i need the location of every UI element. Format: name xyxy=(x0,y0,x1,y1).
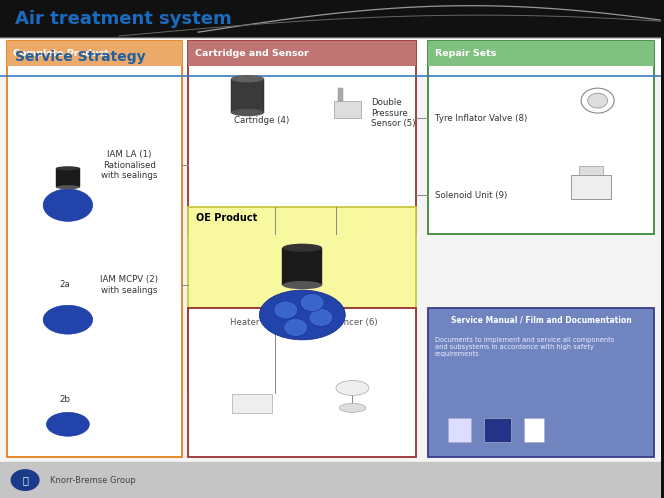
Bar xyxy=(334,101,361,118)
Text: Air treatment system: Air treatment system xyxy=(15,10,231,28)
Text: Complete Product: Complete Product xyxy=(13,49,109,58)
Bar xyxy=(428,308,654,457)
Bar xyxy=(282,248,322,285)
Text: 2b: 2b xyxy=(59,395,70,404)
Text: Cartridge and Sensor: Cartridge and Sensor xyxy=(195,49,309,58)
Ellipse shape xyxy=(231,75,264,82)
Bar xyxy=(7,41,182,457)
Ellipse shape xyxy=(46,412,90,436)
Bar xyxy=(189,41,416,234)
Text: Cartridge (4): Cartridge (4) xyxy=(234,116,289,125)
Circle shape xyxy=(300,293,324,312)
Text: OE Product: OE Product xyxy=(197,213,258,223)
Bar xyxy=(231,79,264,113)
Text: Heater (7): Heater (7) xyxy=(230,318,274,327)
Circle shape xyxy=(274,301,297,319)
Circle shape xyxy=(284,319,307,337)
Bar xyxy=(7,41,182,66)
Circle shape xyxy=(11,469,40,491)
Ellipse shape xyxy=(56,185,80,189)
Ellipse shape xyxy=(56,166,80,170)
Ellipse shape xyxy=(339,403,366,412)
Ellipse shape xyxy=(43,305,93,334)
Ellipse shape xyxy=(43,189,93,222)
Bar xyxy=(571,175,611,199)
Bar xyxy=(189,207,416,393)
Bar xyxy=(0,38,661,76)
Bar xyxy=(0,0,661,38)
Ellipse shape xyxy=(231,109,264,116)
Ellipse shape xyxy=(260,290,345,340)
Bar xyxy=(189,41,416,66)
Bar xyxy=(524,418,544,442)
Text: Silencer (6): Silencer (6) xyxy=(327,318,377,327)
Text: Tyre Inflator Valve (8): Tyre Inflator Valve (8) xyxy=(435,114,527,123)
Text: 2a: 2a xyxy=(59,280,70,289)
Text: Repair Sets: Repair Sets xyxy=(435,49,496,58)
Text: Service Manual / Film and Documentation: Service Manual / Film and Documentation xyxy=(451,316,631,325)
Ellipse shape xyxy=(336,380,369,395)
Bar xyxy=(56,168,80,187)
Bar xyxy=(428,41,654,66)
Text: Solenoid Unit (9): Solenoid Unit (9) xyxy=(435,191,507,200)
Bar xyxy=(484,418,511,442)
Bar xyxy=(579,166,603,175)
Text: Ⓚ: Ⓚ xyxy=(22,475,28,485)
Text: Knorr-Bremse Group: Knorr-Bremse Group xyxy=(50,476,135,485)
Text: IAM LA (1)
Rationalised
with sealings: IAM LA (1) Rationalised with sealings xyxy=(101,150,157,180)
Bar xyxy=(0,462,661,498)
Ellipse shape xyxy=(282,281,322,289)
Circle shape xyxy=(588,93,608,108)
Bar xyxy=(448,418,471,442)
Circle shape xyxy=(309,309,333,327)
Text: Service Strategy: Service Strategy xyxy=(15,50,145,64)
Text: IAM MCPV (2)
with sealings: IAM MCPV (2) with sealings xyxy=(100,275,158,294)
Bar xyxy=(337,88,343,101)
Text: Documents to implement and service all components
and subsystems in accordance w: Documents to implement and service all c… xyxy=(435,337,614,357)
Bar xyxy=(232,394,272,413)
Bar xyxy=(0,38,661,462)
Ellipse shape xyxy=(282,244,322,252)
Bar xyxy=(428,41,654,234)
Text: Double
Pressure
Sensor (5): Double Pressure Sensor (5) xyxy=(371,98,415,128)
Bar xyxy=(189,308,416,457)
